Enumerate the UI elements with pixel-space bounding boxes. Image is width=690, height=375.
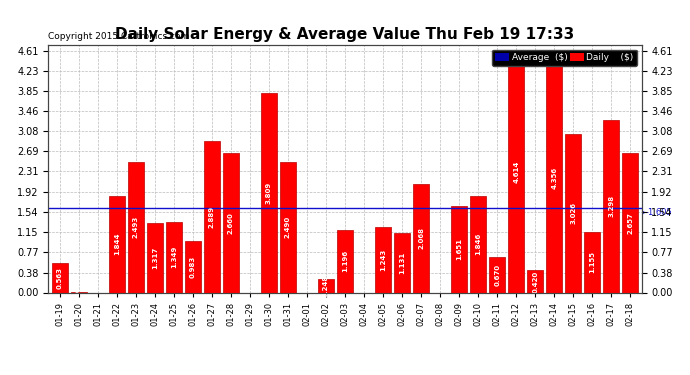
Text: 4.356: 4.356 [551, 167, 558, 189]
Text: Copyright 2015 Cartronics.com: Copyright 2015 Cartronics.com [48, 32, 190, 41]
Text: 0.004: 0.004 [76, 283, 81, 302]
Text: 4.614: 4.614 [513, 160, 519, 183]
Bar [318, 279, 334, 292]
Bar [185, 241, 201, 292]
Bar [394, 233, 410, 292]
Text: 1.317: 1.317 [152, 247, 158, 269]
Text: 1.844: 1.844 [114, 233, 120, 255]
Bar [166, 222, 182, 292]
Bar [527, 270, 543, 292]
Text: 3.026: 3.026 [570, 202, 576, 224]
Text: 2.657: 2.657 [627, 212, 633, 234]
Bar [565, 134, 581, 292]
Bar [375, 227, 391, 292]
Bar [204, 141, 220, 292]
Text: 1.155: 1.155 [589, 251, 595, 273]
Bar [223, 153, 239, 292]
Text: 1.243: 1.243 [380, 249, 386, 271]
Bar [413, 184, 429, 292]
Text: 1.131: 1.131 [399, 252, 405, 274]
Text: 0.563: 0.563 [57, 267, 63, 289]
Text: 1.846: 1.846 [475, 233, 481, 255]
Bar [451, 206, 467, 292]
Bar [470, 196, 486, 292]
Bar [52, 263, 68, 292]
Text: 0.420: 0.420 [532, 270, 538, 292]
Bar [489, 257, 505, 292]
Legend: Average  ($), Daily    ($): Average ($), Daily ($) [492, 50, 637, 66]
Text: 2.660: 2.660 [228, 212, 234, 234]
Text: 0.983: 0.983 [190, 256, 196, 278]
Bar [603, 120, 620, 292]
Bar [147, 224, 163, 292]
Text: 1.196: 1.196 [342, 250, 348, 272]
Text: 2.493: 2.493 [132, 216, 139, 238]
Text: 2.889: 2.889 [209, 206, 215, 228]
Bar [546, 64, 562, 292]
Bar [508, 51, 524, 292]
Bar [109, 196, 125, 292]
Bar [337, 230, 353, 292]
Text: 3.298: 3.298 [609, 195, 614, 217]
Text: 0.670: 0.670 [494, 264, 500, 286]
Bar [280, 162, 296, 292]
Bar [261, 93, 277, 292]
Bar [584, 232, 600, 292]
Text: 2.068: 2.068 [418, 227, 424, 249]
Title: Daily Solar Energy & Average Value Thu Feb 19 17:33: Daily Solar Energy & Average Value Thu F… [115, 27, 575, 42]
Text: 3.809: 3.809 [266, 182, 272, 204]
Text: 1.349: 1.349 [171, 246, 177, 268]
Text: 1.651: 1.651 [456, 238, 462, 260]
Bar [128, 162, 144, 292]
Text: ←1.605: ←1.605 [642, 209, 673, 218]
Bar [622, 153, 638, 292]
Text: 2.490: 2.490 [285, 216, 291, 238]
Text: 0.248: 0.248 [323, 275, 329, 297]
